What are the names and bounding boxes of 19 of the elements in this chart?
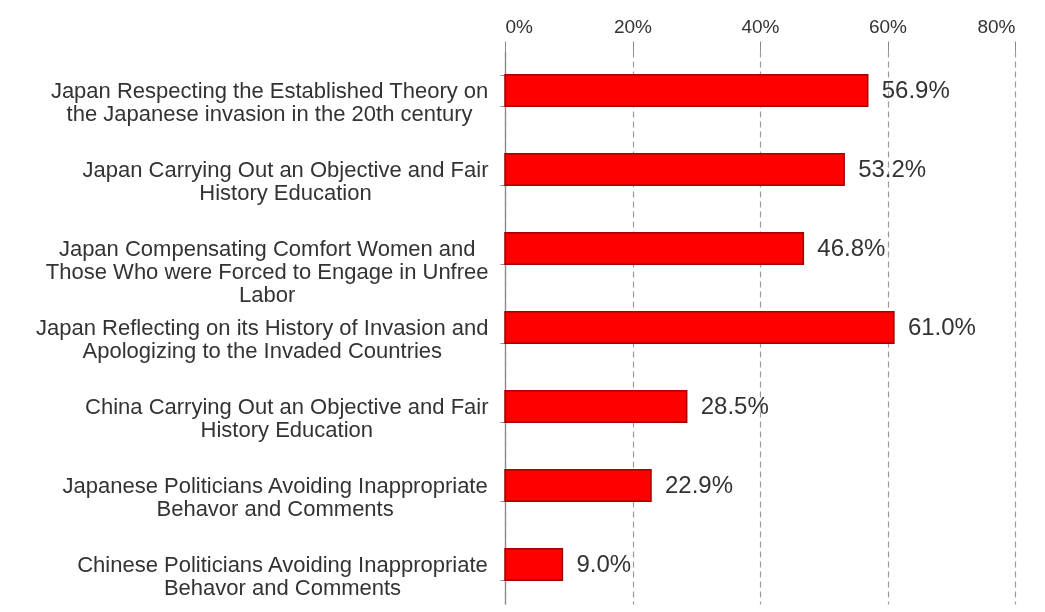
y-tick-label: Chinese Politicians Avoiding Inappropriate Behavor and Comments — [77, 552, 488, 600]
y-tick-label: China Carrying Out an Objective and Fair History Education — [85, 394, 489, 442]
y-tick-label: Japan Reflecting on its History of Invasion and Apologizing to the Invaded Countries — [36, 315, 489, 363]
y-tick-label: Japanese Politicians Avoiding Inappropriate Behavor and Comments — [62, 473, 488, 521]
data-label: 61.0% — [907, 312, 976, 340]
x-tick-label: 0% — [505, 15, 534, 37]
data-label: 53.2% — [858, 154, 927, 182]
y-tick-label: Japan Carrying Out an Objective and Fair History Education — [82, 157, 489, 205]
data-label: 56.9% — [881, 75, 950, 103]
data-label: 22.9% — [664, 470, 734, 498]
x-tick-label: 40% — [741, 15, 780, 37]
y-tick-label: Japan Respecting the Established Theory on the Japanese invasion in the 20th century — [50, 78, 489, 126]
x-tick-label: 60% — [868, 15, 908, 37]
x-tick-label: 80% — [977, 15, 1016, 37]
data-label: 28.5% — [700, 391, 769, 419]
data-label: 46.8% — [817, 233, 886, 261]
x-tick-label: 20% — [613, 15, 653, 37]
y-tick-label: Japan Compensating Comfort Women and Those Who were Forced to Engage in Unfree Labor — [45, 236, 489, 307]
data-label: 9.0% — [576, 549, 632, 577]
